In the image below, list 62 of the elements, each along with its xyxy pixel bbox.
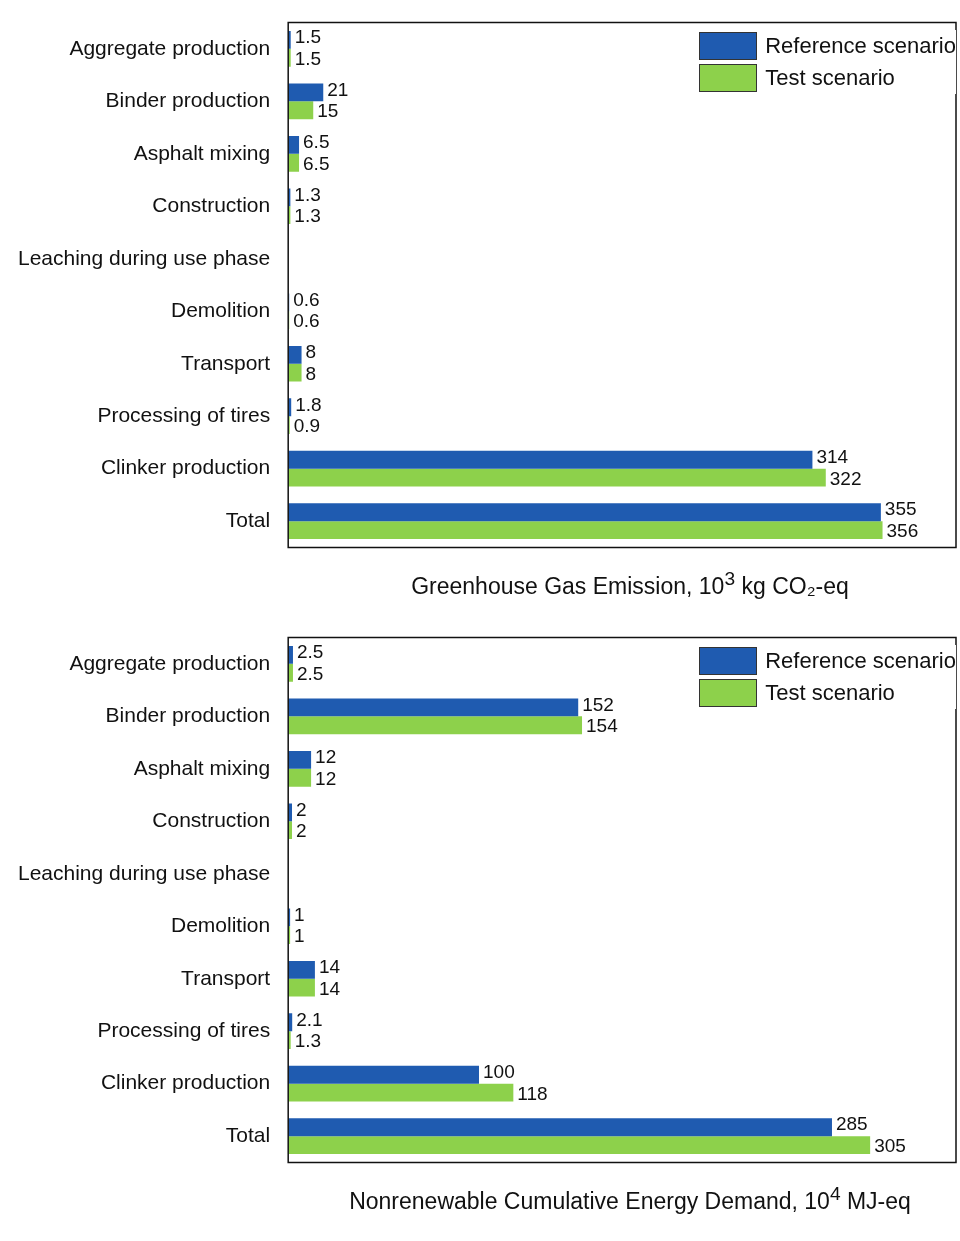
legend-label: Reference scenario xyxy=(765,648,956,674)
y-tick-label: Clinker production xyxy=(100,455,271,479)
legend-label: Test scenario xyxy=(765,680,895,706)
data-label: 2.5 xyxy=(296,663,324,684)
data-label: 0.9 xyxy=(293,415,321,437)
data-label: 305 xyxy=(874,1135,906,1157)
data-label: 355 xyxy=(884,498,917,520)
data-label: 14 xyxy=(318,977,341,999)
y-tick-label: Processing of tires xyxy=(97,1018,271,1041)
data-label: 8 xyxy=(305,362,317,384)
data-label: 1.8 xyxy=(295,393,322,415)
x-axis-title: Greenhouse Gas Emission, 10$^{3}$ kg CO₂-eq xyxy=(410,568,850,600)
y-tick-label: Total xyxy=(225,1122,271,1146)
data-label: 1 xyxy=(294,925,305,947)
data-label: 1.5 xyxy=(294,48,322,69)
data-label: 21 xyxy=(327,78,349,100)
data-label: 8 xyxy=(305,341,317,363)
y-tick-label: Clinker production xyxy=(100,1070,271,1094)
y-tick-label: Leaching during use phase xyxy=(17,860,271,884)
data-label: 2.1 xyxy=(296,1008,323,1030)
y-tick-label: Aggregate production xyxy=(69,35,271,59)
data-label: 285 xyxy=(835,1113,868,1135)
data-label: 15 xyxy=(317,100,339,122)
y-tick-label: Total xyxy=(225,507,271,531)
y-tick-label: Transport xyxy=(181,965,271,989)
data-label: 154 xyxy=(586,715,619,737)
data-label: 1 xyxy=(294,903,305,925)
data-label: 2.5 xyxy=(296,641,324,663)
data-label: 100 xyxy=(483,1060,515,1082)
data-label: 0.6 xyxy=(293,310,320,332)
data-label: 1.3 xyxy=(294,205,321,227)
data-label: 1.5 xyxy=(294,26,322,48)
data-label: 118 xyxy=(517,1082,548,1104)
x-axis-title: Nonrenewable Cumulative Energy Demand, 10$^{4}$ MJ-eq xyxy=(348,1183,912,1215)
y-tick-label: Aggregate production xyxy=(69,650,271,674)
data-label: 2 xyxy=(296,820,307,842)
y-tick-label: Leaching during use phase xyxy=(17,245,271,269)
data-label: 322 xyxy=(829,467,862,489)
y-tick-label: Demolition xyxy=(170,298,271,322)
data-label: 152 xyxy=(582,693,614,715)
y-tick-label: Transport xyxy=(181,350,271,374)
data-label: 1.3 xyxy=(294,183,321,205)
y-tick-label: Processing of tires xyxy=(97,403,271,426)
y-tick-label: Demolition xyxy=(170,913,271,937)
data-label: 6.5 xyxy=(303,152,330,174)
data-label: 356 xyxy=(886,520,919,542)
data-label: 6.5 xyxy=(303,131,330,153)
data-label: 12 xyxy=(315,767,337,789)
data-label: 14 xyxy=(318,956,341,978)
data-label: 2 xyxy=(296,798,307,820)
data-label: 1.3 xyxy=(294,1030,322,1052)
data-label: 0.6 xyxy=(293,288,320,310)
legend-label: Reference scenario xyxy=(765,33,956,59)
y-tick-label: Asphalt mixing xyxy=(133,755,271,779)
y-tick-label: Binder production xyxy=(105,703,271,727)
data-label: 12 xyxy=(315,746,337,768)
y-tick-label: Binder production xyxy=(105,88,271,112)
data-label: 314 xyxy=(816,445,849,467)
y-tick-label: Construction xyxy=(152,193,271,217)
y-tick-label: Construction xyxy=(152,808,271,832)
y-tick-label: Asphalt mixing xyxy=(133,140,271,164)
legend-label: Test scenario xyxy=(765,65,895,91)
